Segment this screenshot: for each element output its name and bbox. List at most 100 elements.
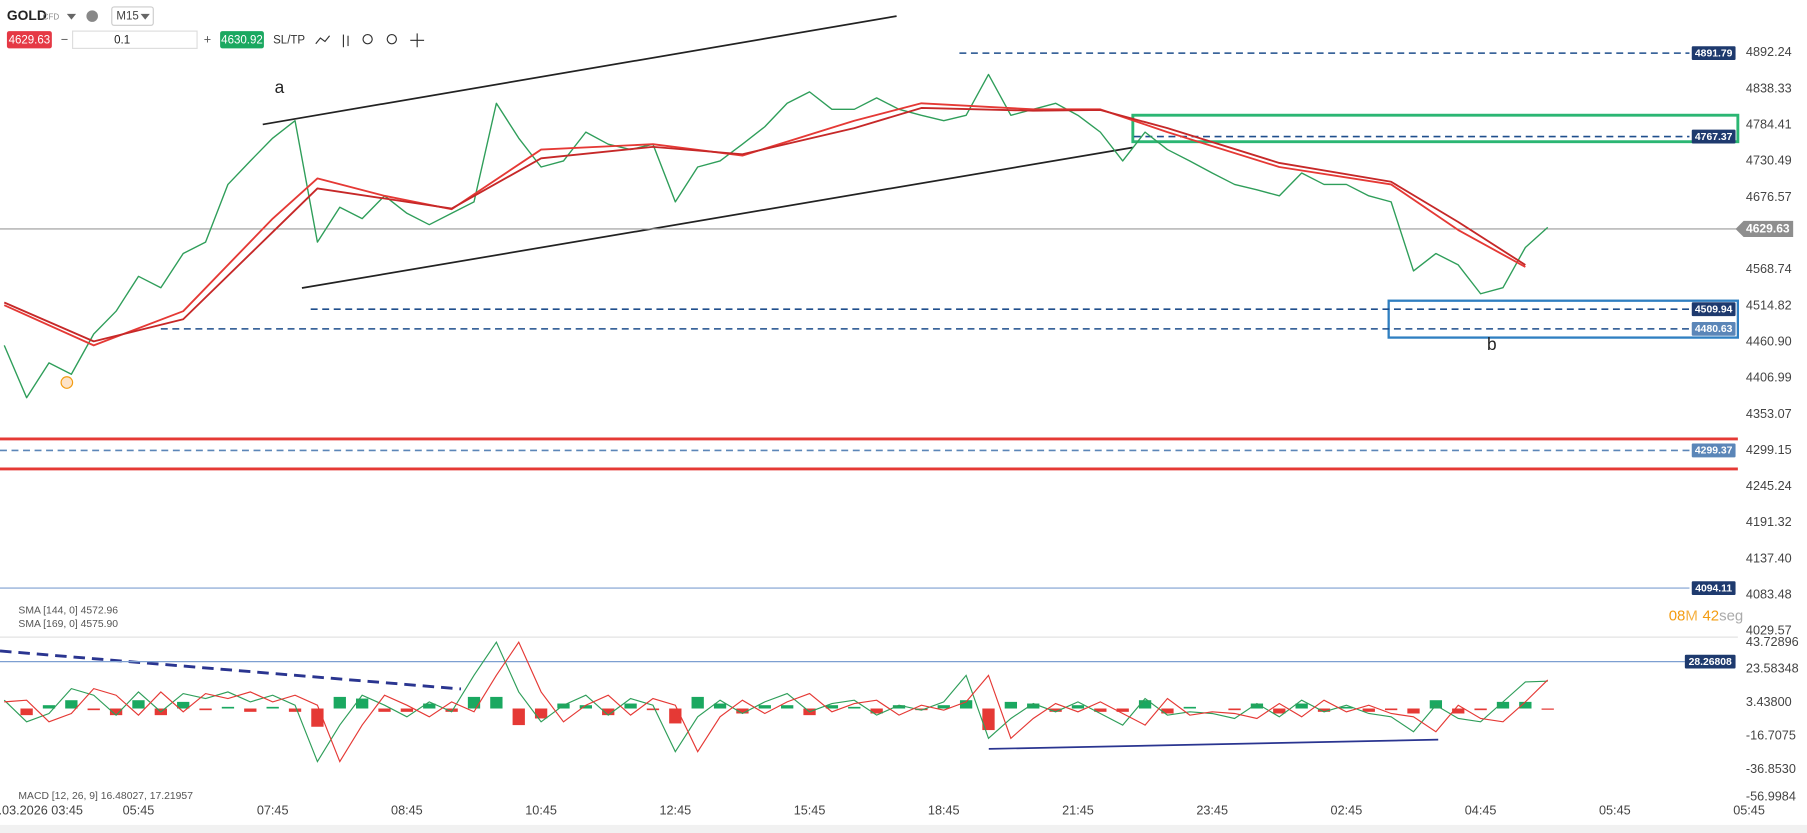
- x-tick-label: 21:45: [1062, 803, 1094, 817]
- macd-histogram-bar: [356, 698, 369, 709]
- legend-entry: SMA [169, 0] 4575.90: [18, 619, 118, 630]
- sma-line: [3, 107, 1526, 343]
- level-label-box: [1691, 321, 1736, 336]
- macd-histogram-bar: [1541, 708, 1554, 710]
- symbol: GOLD: [7, 7, 47, 23]
- macd-histogram-bar: [512, 708, 525, 726]
- macd-histogram-bar: [691, 696, 704, 709]
- macd-histogram-bar: [557, 703, 570, 709]
- macd-histogram-bar: [781, 705, 794, 709]
- quantity-input[interactable]: [72, 30, 198, 49]
- macd-histogram-bar: [244, 708, 257, 712]
- sl-tp[interactable]: SL/TP: [273, 34, 305, 46]
- crosshair[interactable]: [410, 33, 425, 48]
- macd-line: [4, 640, 1549, 763]
- buy-button[interactable]: [220, 31, 264, 49]
- x-tick-label: 15:45: [794, 803, 826, 817]
- dropdown-caret: [140, 13, 150, 20]
- macd-histogram-bar: [646, 708, 660, 711]
- macd-histogram-bar: [713, 703, 727, 709]
- macd-histogram-bar: [1384, 708, 1398, 711]
- level-label: 4299.37: [1695, 446, 1733, 457]
- line-tool[interactable]: [315, 35, 331, 45]
- macd-histogram-bar: [109, 708, 123, 716]
- level-label-box: [1691, 443, 1736, 458]
- indicator-legend: MACD [12, 26, 9] 16.48027, 17.21957: [18, 791, 193, 802]
- macd-histogram-bar: [1474, 708, 1487, 711]
- macd-histogram-bar: [132, 700, 145, 709]
- annotation: b: [1487, 334, 1497, 354]
- timeframe-select[interactable]: [111, 6, 154, 26]
- demand-zone: [1387, 299, 1740, 339]
- level-label: 28.26808: [1689, 657, 1732, 668]
- dropdown-caret[interactable]: [66, 13, 77, 20]
- x-tick-label: 08:45: [391, 803, 423, 817]
- x-tick-label: 12:45: [659, 803, 691, 817]
- countdown-minutes: 08: [1669, 607, 1686, 624]
- macd-histogram-bar: [937, 705, 950, 709]
- macd-histogram-bar: [1496, 701, 1510, 709]
- y-tick-label: 4406.99: [1746, 371, 1792, 385]
- macd-histogram-bar: [1295, 703, 1308, 709]
- y-tick-label: 4514.82: [1746, 298, 1792, 312]
- y-tick-label: 4353.07: [1746, 407, 1792, 421]
- macd-histogram-bar: [669, 708, 682, 724]
- x-tick-label: 5.03.2026 03:45: [0, 803, 83, 817]
- x-tick-label: 23:45: [1196, 803, 1228, 817]
- macd-histogram-bar: [982, 708, 995, 731]
- x-tick-label: 02:45: [1331, 803, 1363, 817]
- candle-tool[interactable]: [342, 34, 349, 48]
- macd-histogram-bar: [221, 706, 235, 709]
- macd-histogram-bar: [1340, 706, 1353, 709]
- info-icon[interactable]: [86, 10, 98, 22]
- last-price-box: [1735, 220, 1794, 238]
- x-tick-label: 04:45: [1465, 803, 1497, 817]
- macd-trendline: [0, 649, 462, 691]
- macd-histogram-bar: [65, 700, 78, 709]
- macd-histogram-bar: [288, 708, 302, 712]
- macd-histogram-bar: [177, 701, 190, 709]
- y-tick-label: 4191.32: [1746, 515, 1792, 529]
- macd-histogram-bar: [579, 705, 592, 709]
- x-tick-label: 05:45: [1733, 803, 1765, 817]
- zoom-out[interactable]: [362, 33, 373, 45]
- decrease[interactable]: −: [61, 33, 68, 47]
- macd-histogram-bar: [1250, 703, 1264, 709]
- level-label: 4094.11: [1695, 583, 1732, 594]
- macd-histogram-bar: [1317, 708, 1331, 712]
- macd-histogram-bar: [1452, 708, 1465, 714]
- macd-histogram-bar: [1071, 705, 1085, 709]
- macd-histogram-bar: [848, 706, 861, 709]
- y-tick-label: -36.8530: [1746, 762, 1796, 776]
- x-tick-label: 05:45: [123, 803, 155, 817]
- zoom-in[interactable]: [386, 33, 398, 45]
- y-tick-label: 4730.49: [1746, 154, 1792, 168]
- y-tick-label: -16.7075: [1746, 729, 1796, 743]
- y-tick-label: 4784.41: [1746, 117, 1792, 131]
- y-tick-label: -56.9984: [1746, 790, 1796, 804]
- macd-histogram-bar: [1094, 708, 1107, 712]
- macd-histogram-bar: [1407, 708, 1420, 714]
- macd-histogram-bar: [20, 708, 33, 716]
- macd-histogram-bar: [1161, 708, 1174, 714]
- macd-histogram-bar: [311, 708, 324, 727]
- macd-histogram-bar: [1027, 703, 1040, 709]
- sma-line: [3, 102, 1526, 347]
- toolbar: GOLD CFD M15 4629.63 − 0.1 + 4630.92 SL/…: [6, 6, 425, 49]
- macd-histogram-bar: [1519, 701, 1532, 709]
- macd-histogram-bar: [378, 708, 391, 712]
- sell-button[interactable]: [6, 31, 52, 49]
- level-label-box: [1691, 581, 1736, 596]
- macd-histogram-bar: [445, 708, 458, 712]
- increase[interactable]: +: [204, 33, 211, 47]
- macd-histogram-bar: [199, 708, 212, 711]
- macd-histogram-bar: [490, 696, 503, 709]
- countdown: 08M 42seg: [1669, 607, 1744, 624]
- macd-histogram-bar: [892, 705, 906, 709]
- macd-histogram-bar: [1138, 700, 1152, 709]
- macd-histogram-bar: [602, 708, 615, 716]
- scrollbar: [0, 824, 1807, 833]
- x-tick-label: 05:45: [1599, 803, 1631, 817]
- macd-histogram-bar: [467, 696, 481, 709]
